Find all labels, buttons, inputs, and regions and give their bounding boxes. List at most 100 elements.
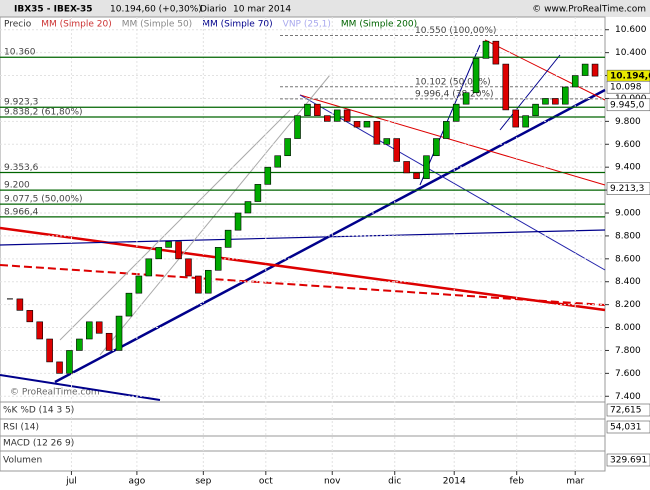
channel-line (419, 44, 481, 186)
candle (353, 121, 361, 128)
x-tick-label: oct (259, 477, 273, 487)
y-tick-label: 7.400 (615, 392, 641, 402)
x-tick-label: jul (65, 477, 77, 487)
legend-entry: MM (Simple 50) (122, 20, 192, 30)
candle (571, 75, 579, 88)
indicator-tag (606, 403, 650, 417)
candle (423, 155, 430, 179)
y-tick-label: 7.800 (615, 346, 641, 356)
period: Diario (200, 5, 227, 15)
x-tick-label: mar (566, 477, 584, 487)
candle (462, 92, 470, 105)
candle (393, 138, 400, 162)
candle (76, 338, 83, 351)
date: 10 mar 2014 (233, 5, 291, 15)
y-tick-label: 10.600 (615, 25, 647, 35)
candle (443, 121, 450, 139)
candle (383, 138, 391, 145)
level-label: 9.353,6 (4, 163, 39, 173)
x-tick-label: sep (195, 477, 211, 487)
trend-line (0, 264, 606, 306)
trend-line (0, 226, 606, 312)
candle (26, 310, 34, 323)
indicator-value: 54,031 (610, 423, 642, 433)
candle (363, 121, 371, 128)
y-tick-label: 9.800 (615, 117, 641, 127)
candle (125, 292, 133, 317)
candle (413, 172, 420, 179)
source: © www.ProRealTime.com (532, 5, 646, 15)
candle (36, 321, 43, 340)
indicator-panel (0, 401, 606, 420)
y-tick-label: 10.400 (615, 48, 647, 58)
channel-line (59, 109, 291, 341)
indicator-name: MACD (12 26 9) (3, 439, 74, 449)
indicator-panel (0, 418, 606, 437)
candle (314, 103, 321, 116)
candle (214, 247, 222, 271)
candle (452, 103, 460, 122)
indicator-name: %K %D (14 3 5) (3, 406, 74, 416)
candle (16, 298, 24, 311)
candle (56, 361, 63, 374)
indicator-value: 72,615 (610, 406, 642, 416)
candle (234, 212, 242, 231)
candle (502, 63, 510, 111)
indicator-panel (0, 435, 606, 452)
legend-entry: MM (Simple 200) (341, 20, 417, 30)
legend-entry: Precio (4, 20, 32, 30)
candle (373, 121, 381, 145)
candle (46, 338, 53, 363)
y-tick-label: 8.200 (615, 300, 641, 310)
y-tick-label: 8.000 (615, 323, 641, 333)
fib-label: 10.102 (50,00%) (415, 77, 491, 87)
candle (433, 138, 440, 157)
trend-line (299, 94, 606, 186)
candle (343, 109, 351, 122)
price-tag-label: 9.213,3 (610, 184, 644, 194)
candle (591, 63, 599, 77)
candle (542, 98, 549, 105)
channel-line (99, 74, 331, 356)
candle (175, 241, 182, 260)
candle (95, 321, 103, 334)
candle (195, 275, 202, 294)
candle (274, 155, 281, 168)
trend-line (299, 94, 606, 271)
price-tag (606, 98, 650, 112)
price-tag (606, 182, 650, 195)
indicator-name: Volumen (3, 456, 42, 466)
candle (264, 166, 272, 185)
chart-title: IBX35 - IBEX-35 (14, 5, 93, 15)
x-tick-label: ago (129, 477, 146, 487)
price-tag (606, 80, 650, 94)
candle (522, 115, 529, 128)
level-label: 9.077,5 (50,00%) (4, 195, 83, 205)
trend-line (0, 229, 606, 246)
y-tick-label: 8.400 (615, 277, 641, 287)
candle (562, 86, 569, 105)
candle (472, 58, 480, 94)
candle (155, 247, 162, 260)
level-label: 8.966,4 (4, 207, 39, 217)
y-tick-label: 8.800 (615, 231, 641, 241)
candle (185, 258, 192, 277)
candle (145, 258, 153, 277)
watermark: © ProRealTime.com (10, 388, 100, 398)
candle (165, 241, 172, 248)
level-label: 9.838,2 (61,80%) (4, 107, 83, 117)
level-label: 9.923,3 (4, 98, 38, 108)
price-tag-label: 10.098 (610, 83, 642, 93)
legend-entry: MM (Simple 70) (202, 20, 272, 30)
candle (115, 315, 123, 351)
candle (512, 109, 519, 128)
chart-subtitle: 10.194,60 (+0,30%) (110, 5, 202, 15)
y-tick-label: 9.400 (615, 163, 641, 173)
x-tick-label: dic (388, 477, 401, 487)
indicator-value: 329.691 (610, 456, 647, 466)
candle (403, 161, 410, 174)
x-tick-label: 2014 (443, 477, 466, 487)
price-tag-label: 10.194,60 (610, 72, 650, 82)
indicator-name: RSI (14) (3, 423, 39, 433)
